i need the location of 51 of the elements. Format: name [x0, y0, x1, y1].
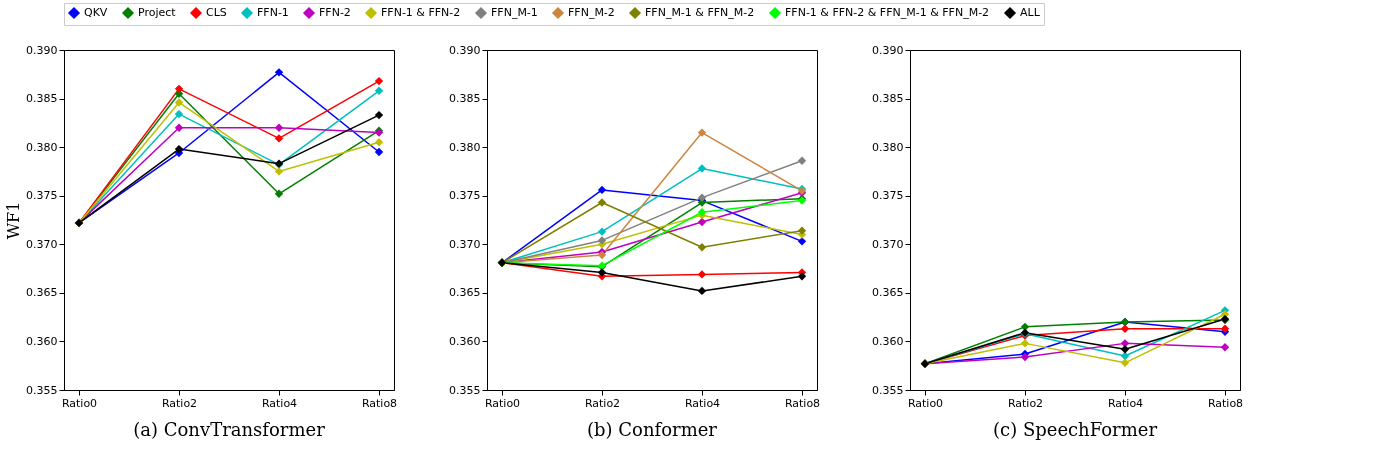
x-tick-label: Ratio8 — [1207, 396, 1244, 410]
x-tick-label: Ratio0 — [61, 396, 98, 410]
y-tick-label: 0.390 — [26, 43, 58, 57]
y-tick-label: 0.380 — [872, 140, 904, 154]
text: (a) ConvTransformer — [133, 419, 326, 440]
legend-label: FFN_M-1 — [491, 6, 538, 19]
y-tick-label: 0.370 — [872, 237, 904, 251]
x-tick-label: Ratio2 — [1007, 396, 1044, 410]
y-tick-label: 0.375 — [449, 189, 481, 203]
y-tick-label: 0.360 — [449, 334, 481, 348]
y-tick-label: 0.385 — [26, 92, 58, 106]
y-tick-label: 0.390 — [449, 43, 481, 57]
legend-label: FFN-1 & FFN-2 & FFN_M-1 & FFN_M-2 — [785, 6, 990, 19]
legend-label: FFN-1 — [257, 6, 289, 19]
y-tick-label: 0.370 — [26, 237, 58, 251]
y-tick-label: 0.365 — [26, 286, 58, 300]
x-tick-label: Ratio8 — [361, 396, 398, 410]
legend-label: FFN_M-2 — [568, 6, 615, 19]
x-tick-label: Ratio4 — [1107, 396, 1144, 410]
x-tick-label: Ratio4 — [261, 396, 298, 410]
y-tick-label: 0.375 — [26, 189, 58, 203]
y-tick-label: 0.380 — [449, 140, 481, 154]
legend-label: CLS — [206, 6, 227, 19]
legend-label: ALL — [1020, 6, 1041, 19]
x-tick-label: Ratio0 — [484, 396, 521, 410]
text: (c) SpeechFormer — [993, 419, 1158, 440]
x-tick-label: Ratio4 — [684, 396, 721, 410]
legend-label: FFN_M-1 & FFN_M-2 — [645, 6, 755, 19]
y-tick-label: 0.355 — [449, 383, 481, 397]
x-tick-label: Ratio2 — [584, 396, 621, 410]
y-tick-label: 0.355 — [872, 383, 904, 397]
text: (b) Conformer — [587, 419, 718, 440]
y-tick-label: 0.390 — [872, 43, 904, 57]
x-tick-label: Ratio2 — [161, 396, 198, 410]
y-tick-label: 0.365 — [449, 286, 481, 300]
legend-label: Project — [138, 6, 177, 19]
legend-label: QKV — [84, 6, 108, 19]
x-tick-label: Ratio0 — [907, 396, 944, 410]
y-tick-label: 0.365 — [872, 286, 904, 300]
y-tick-label: 0.370 — [449, 237, 481, 251]
y-tick-label: 0.375 — [872, 189, 904, 203]
x-tick-label: Ratio8 — [784, 396, 821, 410]
y-tick-label: 0.360 — [26, 334, 58, 348]
y-tick-label: 0.380 — [26, 140, 58, 154]
y-tick-label: 0.385 — [449, 92, 481, 106]
y-tick-label: 0.355 — [26, 383, 58, 397]
legend-label: FFN-1 & FFN-2 — [381, 6, 461, 19]
y-axis-title: WF1 — [4, 201, 24, 240]
y-tick-label: 0.360 — [872, 334, 904, 348]
legend-label: FFN-2 — [319, 6, 351, 19]
y-tick-label: 0.385 — [872, 92, 904, 106]
